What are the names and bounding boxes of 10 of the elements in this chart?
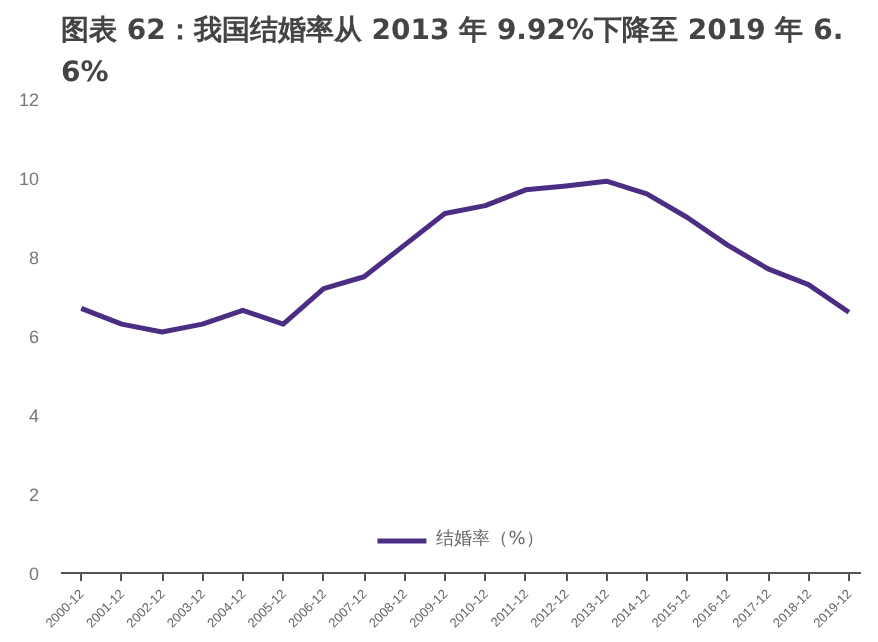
y-tick-label: 8 [28, 248, 40, 268]
y-tick-label: 2 [28, 485, 40, 505]
line-series [78, 178, 852, 335]
y-tick-label: 4 [28, 406, 40, 426]
y-tick-label: 6 [28, 327, 40, 347]
y-tick-label: 12 [18, 90, 40, 110]
legend-label: 结婚率（%） [436, 527, 544, 552]
y-tick-label: 0 [28, 564, 40, 584]
y-tick-label: 10 [18, 169, 40, 189]
chart-title: 图表 62：我国结婚率从 2013 年 9.92%下降至 2019 年 6.6% [61, 13, 844, 89]
